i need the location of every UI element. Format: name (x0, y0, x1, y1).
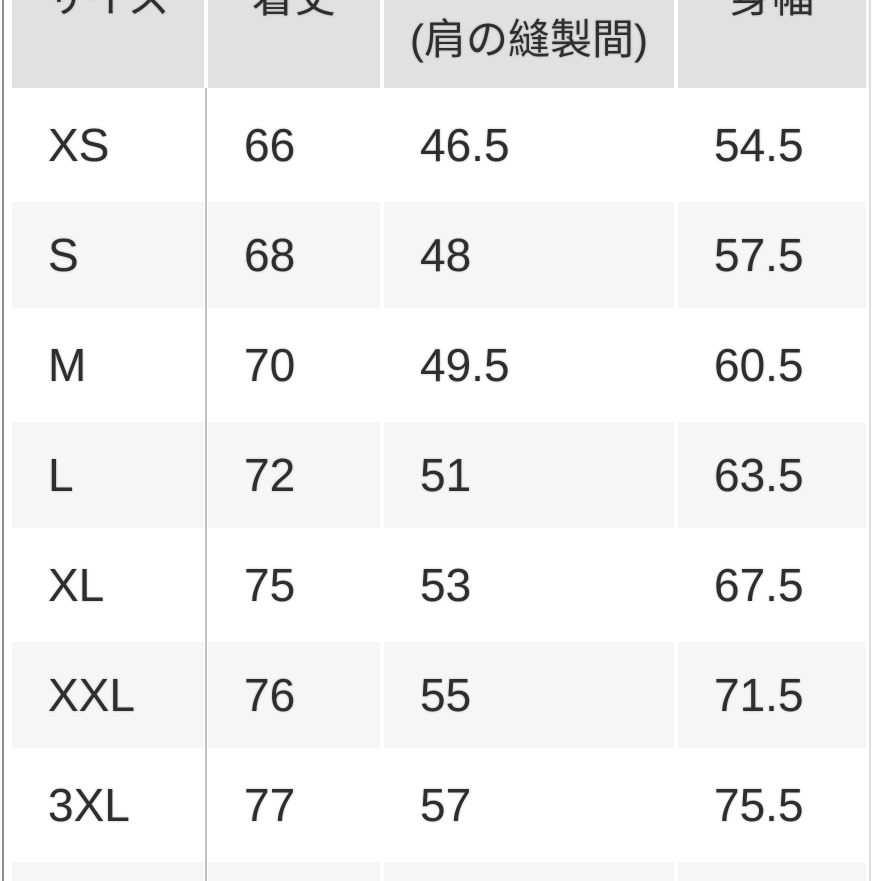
cell-value: 57.5 (714, 229, 804, 281)
table-row-partial (12, 862, 866, 881)
body-length-cell: 72 (208, 422, 380, 528)
cell-value: 76 (244, 669, 296, 721)
table-row-3xl: 3XL 77 57 75.5 (12, 752, 866, 858)
column-divider-line (205, 88, 207, 881)
cell-value: 46.5 (420, 119, 510, 171)
cell-value: 77 (244, 779, 296, 831)
cell-value: 53 (420, 559, 472, 611)
body-length-cell: 77 (208, 752, 380, 858)
table-row-l: L 72 51 63.5 (12, 422, 866, 528)
cell-value: 75.5 (714, 779, 804, 831)
size-cell: XL (12, 532, 204, 638)
header-shoulder-seam: (肩の縫製間) (384, 0, 674, 88)
cell-value: 70 (244, 339, 296, 391)
size-cell: S (12, 202, 204, 308)
chest-cell: 60.5 (678, 312, 866, 418)
cell-value: 75 (244, 559, 296, 611)
header-chest-width-label: 身幅 (730, 0, 814, 24)
cell-value: 63.5 (714, 449, 804, 501)
cell-value: 68 (244, 229, 296, 281)
cell-value: XXL (48, 669, 135, 721)
cell-value: L (48, 449, 74, 501)
header-body-length-label: 着丈 (252, 0, 336, 24)
cell-value: XL (48, 559, 105, 611)
table-header-row: サイズ 着丈 (肩の縫製間) 身幅 (12, 0, 866, 88)
shoulder-cell: 57 (384, 752, 674, 858)
table-row-s: S 68 48 57.5 (12, 202, 866, 308)
chest-cell: 67.5 (678, 532, 866, 638)
chest-cell (678, 862, 866, 881)
cell-value: 48 (420, 229, 472, 281)
cell-value: M (48, 339, 87, 391)
body-length-cell: 68 (208, 202, 380, 308)
cell-value: 55 (420, 669, 472, 721)
chest-cell: 57.5 (678, 202, 866, 308)
table-row-xs: XS 66 46.5 54.5 (12, 92, 866, 198)
header-size-label: サイズ (46, 0, 171, 24)
chest-cell: 54.5 (678, 92, 866, 198)
shoulder-cell: 46.5 (384, 92, 674, 198)
right-edge-line (869, 0, 871, 881)
chest-cell: 71.5 (678, 642, 866, 748)
size-cell: 3XL (12, 752, 204, 858)
size-cell: XXL (12, 642, 204, 748)
body-length-cell: 70 (208, 312, 380, 418)
shoulder-cell: 49.5 (384, 312, 674, 418)
table-row-xxl: XXL 76 55 71.5 (12, 642, 866, 748)
size-cell: XS (12, 92, 204, 198)
shoulder-cell: 53 (384, 532, 674, 638)
shoulder-cell: 51 (384, 422, 674, 528)
table-row-m: M 70 49.5 60.5 (12, 312, 866, 418)
shoulder-cell: 48 (384, 202, 674, 308)
cell-value: 60.5 (714, 339, 804, 391)
cell-value: 49.5 (420, 339, 510, 391)
size-cell (12, 862, 204, 881)
cell-value: S (48, 229, 79, 281)
size-cell: M (12, 312, 204, 418)
table-row-xl: XL 75 53 67.5 (12, 532, 866, 638)
cell-value: 54.5 (714, 119, 804, 171)
chest-cell: 63.5 (678, 422, 866, 528)
chest-cell: 75.5 (678, 752, 866, 858)
shoulder-cell (384, 862, 674, 881)
cell-value: 51 (420, 449, 472, 501)
size-cell: L (12, 422, 204, 528)
body-length-cell: 76 (208, 642, 380, 748)
cell-value: 57 (420, 779, 472, 831)
body-length-cell: 75 (208, 532, 380, 638)
header-shoulder-seam-label: (肩の縫製間) (410, 15, 648, 63)
cell-value: 67.5 (714, 559, 804, 611)
cell-value: 71.5 (714, 669, 804, 721)
cell-value: 66 (244, 119, 296, 171)
cell-value: XS (48, 119, 110, 171)
body-length-cell (208, 862, 380, 881)
header-chest-width: 身幅 (678, 0, 866, 88)
cell-value: 3XL (48, 779, 130, 831)
shoulder-cell: 55 (384, 642, 674, 748)
left-edge-line (2, 0, 4, 881)
header-size: サイズ (12, 0, 204, 88)
header-body-length: 着丈 (208, 0, 380, 88)
cell-value: 72 (244, 449, 296, 501)
size-chart-table: サイズ 着丈 (肩の縫製間) 身幅 XS 66 46.5 54.5 S 68 4… (12, 0, 866, 881)
body-length-cell: 66 (208, 92, 380, 198)
